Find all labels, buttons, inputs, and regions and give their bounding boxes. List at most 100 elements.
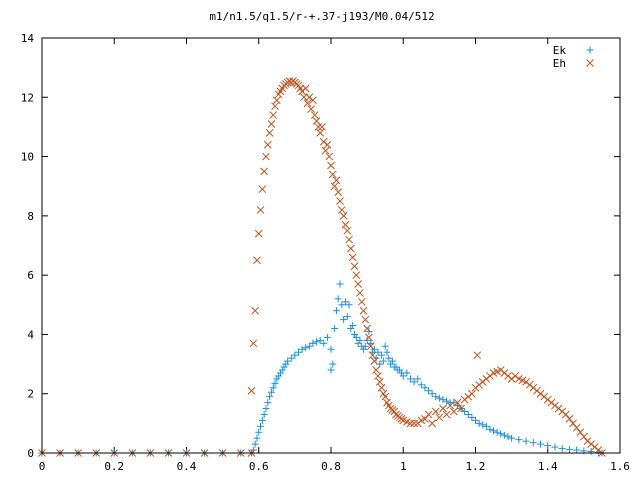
y-tick-label: 14 [21,32,35,45]
data-point-ek [264,399,272,407]
data-point-ek [316,336,324,344]
data-point-eh [249,339,258,348]
data-point-ek [287,354,295,362]
data-point-ek [255,428,263,436]
data-point-ek [421,384,429,392]
y-tick-label: 2 [27,388,34,401]
data-point-eh [316,129,325,137]
data-point-eh [321,146,330,155]
plot-frame [41,37,621,454]
y-tick-label: 8 [27,210,34,223]
data-point-ek [486,425,494,433]
data-point-eh [251,306,259,315]
data-point-eh [370,357,379,365]
data-point-ek [435,394,443,402]
data-point-ek [262,405,270,413]
data-point-eh [580,432,588,441]
data-point-ek [475,419,483,427]
data-point-ek [258,416,266,424]
legend-marker-ek [586,46,594,54]
data-point-ek [432,393,440,401]
data-point-ek [537,440,545,448]
data-point-eh [348,253,357,262]
data-point-eh [374,372,382,380]
data-point-ek [381,342,389,350]
data-point-eh [569,419,577,428]
data-point-eh [368,351,377,360]
data-point-ek [282,360,290,368]
data-point-eh [263,140,272,149]
data-point-eh [561,410,570,419]
y-tick-label: 0 [27,447,34,460]
data-point-ek [464,410,472,418]
data-point-eh [247,386,256,395]
data-point-ek [490,427,498,435]
data-points [38,77,606,457]
data-point-eh [572,423,581,432]
data-point-eh [565,415,574,423]
data-point-eh [343,226,352,235]
data-point-eh [372,366,381,374]
x-tick-label: 0.6 [249,460,269,473]
data-point-ek [329,360,337,368]
data-point-ek [587,448,595,456]
data-point-eh [328,170,337,179]
data-point-eh [468,389,476,398]
data-point-eh [410,419,418,428]
data-point-eh [337,206,346,214]
data-point-ek [392,363,400,371]
data-point-eh [424,410,433,419]
data-point-ek [291,351,299,359]
data-point-ek [500,431,508,439]
data-point-eh [381,392,390,401]
data-point-ek [573,446,581,454]
data-point-eh [350,262,359,271]
data-point-eh [357,297,366,306]
data-point-eh [439,404,447,413]
data-point-eh [314,123,323,131]
data-point-eh [442,410,451,419]
data-point-ek [482,422,490,430]
y-tick-label: 10 [21,151,34,164]
data-point-eh [325,152,334,161]
data-point-ek [280,363,288,371]
data-point-ek [406,375,414,383]
data-point-eh [449,407,458,416]
data-point-eh [366,342,375,351]
x-tick-label: 1.6 [610,460,630,473]
data-point-ek [340,316,348,324]
data-point-ek [385,354,393,362]
x-tick-label: 1.4 [538,460,558,473]
data-point-eh [421,415,429,423]
data-point-ek [396,366,404,374]
data-point-ek [345,301,353,309]
data-point-eh [339,212,348,220]
data-point-eh [334,188,343,196]
data-point-ek [565,445,573,453]
data-point-ek [298,345,306,353]
data-point-ek [443,397,451,405]
data-point-ek [497,430,505,438]
data-point-ek [379,357,387,365]
data-point-ek [323,333,331,341]
data-point-eh [260,167,269,176]
data-point-eh [271,102,279,111]
x-tick-label: 0.2 [104,460,124,473]
data-point-eh [300,93,308,102]
data-point-eh [272,96,281,105]
data-point-eh [354,280,362,288]
data-point-eh [359,306,368,315]
data-point-eh [262,152,270,161]
data-point-ek [352,333,360,341]
data-point-ek [276,369,284,377]
data-point-ek [403,369,411,377]
data-point-eh [345,235,353,244]
data-point-eh [473,351,482,360]
data-point-ek [338,301,346,309]
data-point-ek [360,345,368,353]
data-point-eh [347,244,355,253]
data-point-eh [428,419,437,428]
data-point-eh [330,182,339,191]
